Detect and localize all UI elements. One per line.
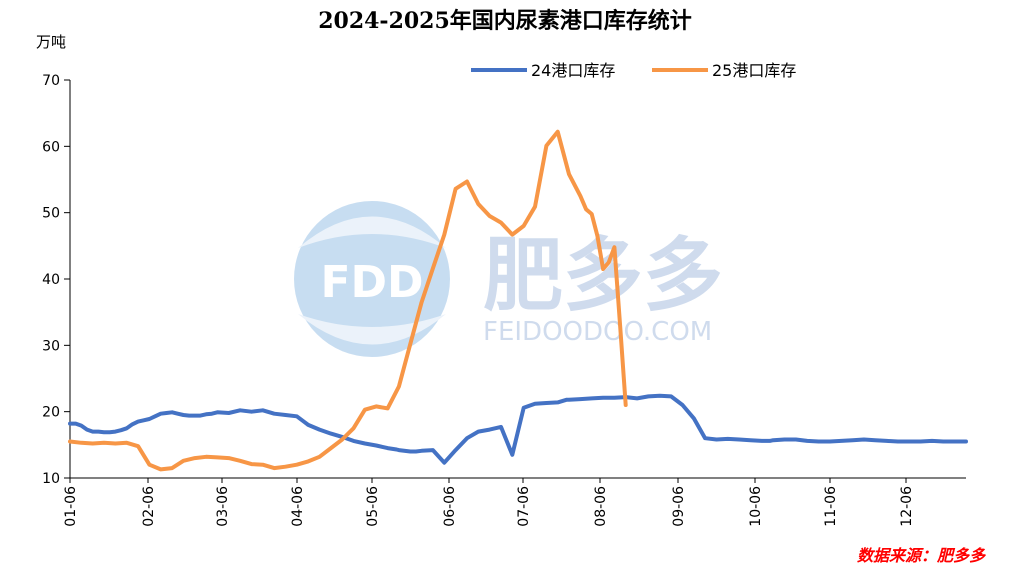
y-tick-label: 30 bbox=[42, 338, 60, 354]
x-tick-label: 03-06 bbox=[215, 486, 231, 527]
x-tick-label: 01-06 bbox=[63, 486, 79, 527]
watermark-logo-leaf-bottom bbox=[298, 314, 446, 345]
x-tick-label: 05-06 bbox=[365, 486, 381, 527]
series-line-24 bbox=[68, 393, 968, 465]
series-lines bbox=[68, 129, 968, 472]
legend-label-24: 24港口库存 bbox=[531, 61, 615, 80]
y-axis-unit: 万吨 bbox=[36, 33, 66, 51]
watermark-logo-text: FDD bbox=[320, 257, 423, 308]
x-tick-label: 11-06 bbox=[823, 486, 839, 527]
x-tick-label: 04-06 bbox=[290, 486, 306, 527]
x-tick-label: 10-06 bbox=[748, 486, 764, 527]
y-tick-label: 70 bbox=[42, 73, 60, 89]
x-tick-label: 08-06 bbox=[593, 486, 609, 527]
watermark-brand-cn: 肥多多 bbox=[483, 229, 723, 322]
watermark-logo-circle bbox=[294, 201, 450, 357]
x-tick-label: 02-06 bbox=[141, 486, 157, 527]
watermark-logo-leaf-top bbox=[298, 216, 446, 248]
y-tick-label: 10 bbox=[42, 471, 60, 487]
fdd-watermark: FDD 肥多多 FEIDOODOO.COM bbox=[294, 201, 723, 357]
legend: 24港口库存 25港口库存 bbox=[471, 61, 796, 80]
x-tick-label: 09-06 bbox=[671, 486, 687, 527]
x-tick-label: 07-06 bbox=[516, 486, 532, 527]
x-tick-label: 06-06 bbox=[442, 486, 458, 527]
legend-label-25: 25港口库存 bbox=[712, 61, 796, 80]
y-tick-label: 20 bbox=[42, 405, 60, 421]
y-axis-ticks: 10 20 30 40 50 60 70 bbox=[42, 73, 70, 487]
chart-title: 2024-2025年国内尿素港口库存统计 bbox=[318, 8, 692, 34]
y-tick-label: 50 bbox=[42, 206, 60, 222]
y-tick-label: 40 bbox=[42, 272, 60, 288]
x-axis-ticks: 01-06 02-06 03-06 04-06 05-06 06-06 07-06 08-06… bbox=[63, 478, 915, 527]
x-tick-label: 12-06 bbox=[899, 486, 915, 527]
data-source-label: 数据来源：肥多多 bbox=[857, 546, 987, 565]
series-line-25 bbox=[68, 129, 628, 472]
y-tick-label: 60 bbox=[42, 139, 60, 155]
watermark-brand-url: FEIDOODOO.COM bbox=[483, 317, 712, 347]
